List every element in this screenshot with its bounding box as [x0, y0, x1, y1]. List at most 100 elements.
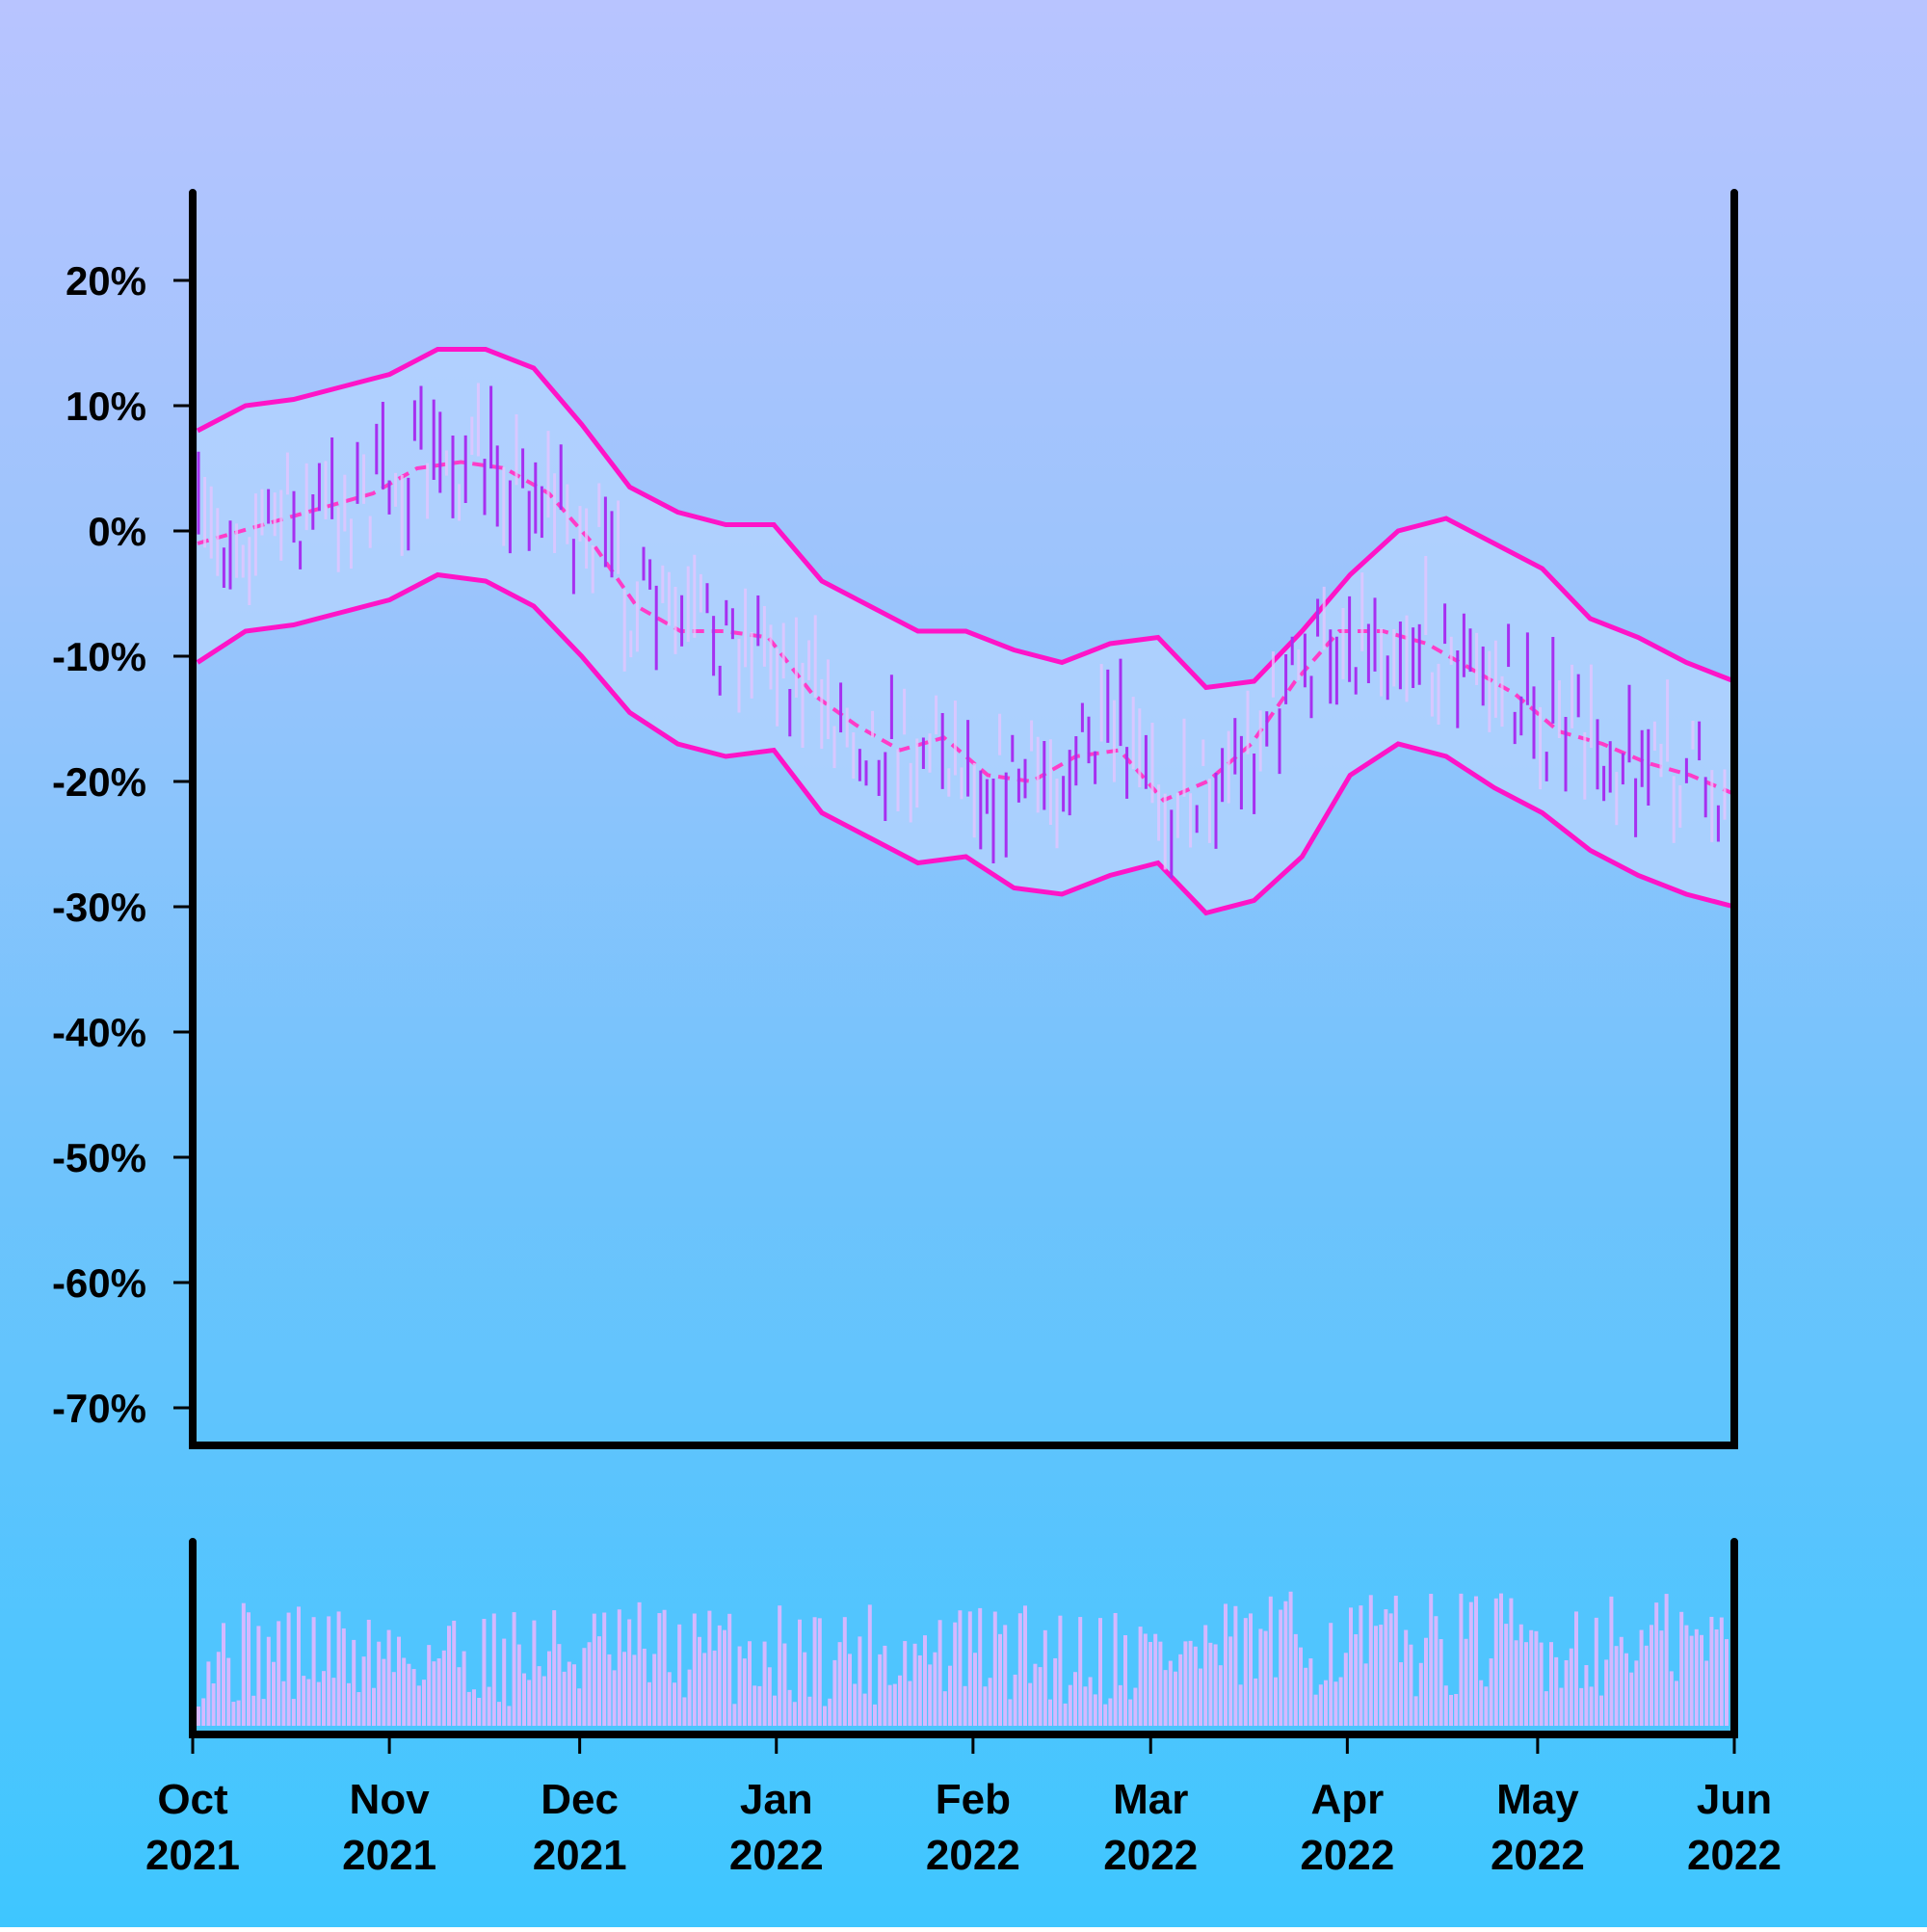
volume-bar: [652, 1654, 657, 1726]
volume-bar: [1619, 1636, 1623, 1726]
volume-bar: [1023, 1605, 1027, 1726]
volume-bar: [281, 1681, 286, 1726]
volume-bar: [1224, 1603, 1227, 1726]
volume-bar: [707, 1610, 712, 1726]
volume-bar: [848, 1654, 852, 1726]
volume-bar: [767, 1667, 772, 1726]
lower-band-line: [196, 571, 1735, 916]
x-tick-month: Apr: [1310, 1776, 1384, 1823]
volume-bar: [1343, 1653, 1348, 1726]
volume-bar: [211, 1683, 216, 1726]
volume-bar: [201, 1698, 206, 1726]
volume-bar: [391, 1672, 396, 1726]
volume-bar: [562, 1671, 567, 1726]
volume-bar: [757, 1685, 762, 1726]
volume-bar: [1659, 1630, 1664, 1726]
volume-bar: [1078, 1617, 1083, 1726]
y-tick-label: -60%: [52, 1260, 146, 1306]
volume-bar: [1594, 1617, 1598, 1726]
volume-bar: [522, 1673, 526, 1726]
volume-bar: [903, 1641, 908, 1726]
volume-bar: [432, 1661, 436, 1726]
volume-bar: [1549, 1642, 1553, 1726]
volume-bar: [491, 1613, 496, 1726]
volume-bar: [717, 1625, 722, 1726]
volume-bar: [1053, 1657, 1058, 1726]
volume-bar: [953, 1622, 958, 1726]
volume-bar: [1493, 1598, 1498, 1726]
volume-bar: [277, 1621, 281, 1726]
volume-bar: [1524, 1642, 1528, 1726]
volume-bar: [1629, 1672, 1634, 1726]
volume-bar: [1589, 1686, 1594, 1726]
upper-band-line: [196, 347, 1735, 691]
volume-bar: [712, 1650, 717, 1726]
y-tick-label: -30%: [52, 885, 146, 930]
volume-bar: [1003, 1625, 1008, 1726]
volume-bar: [1479, 1680, 1484, 1726]
volume-bar: [311, 1617, 316, 1726]
volume-bar: [878, 1654, 883, 1726]
volume-bar: [1017, 1613, 1022, 1726]
volume-bar: [967, 1611, 972, 1726]
volume-panel-frame: [189, 1538, 1738, 1738]
x-tick-month: Jan: [740, 1776, 813, 1823]
volume-bar: [1509, 1598, 1514, 1726]
volume-bar: [828, 1698, 832, 1726]
volume-bar: [222, 1623, 225, 1726]
volume-bar: [1539, 1642, 1544, 1726]
x-tick-year: 2022: [729, 1832, 824, 1879]
volume-bar: [487, 1686, 491, 1726]
volume-bar: [572, 1664, 576, 1726]
volume-bar: [823, 1706, 827, 1726]
volume-bar: [1464, 1638, 1468, 1726]
y-axis-ticks: 20% 10% 0% -10% -20% -30% -40% -50% -60% -70%: [52, 258, 189, 1431]
volume-bar: [216, 1652, 221, 1726]
x-tick-month: May: [1496, 1776, 1579, 1823]
volume-bar: [1468, 1601, 1473, 1726]
volume-bar: [286, 1612, 291, 1726]
volume-bar: [1599, 1695, 1603, 1726]
volume-bar: [1434, 1616, 1439, 1726]
volume-bar: [682, 1697, 687, 1726]
volume-bar: [1584, 1665, 1589, 1726]
volume-bar: [1504, 1624, 1509, 1726]
volume-bar: [327, 1616, 331, 1726]
volume-bar: [657, 1613, 662, 1726]
x-tick-month: Nov: [350, 1776, 431, 1823]
y-tick-label: 0%: [88, 509, 146, 554]
volume-bar: [912, 1643, 917, 1726]
volume-bar: [727, 1613, 732, 1726]
volume-bar: [607, 1654, 612, 1726]
y-tick-label: -50%: [52, 1135, 146, 1180]
volume-bar: [1518, 1624, 1523, 1726]
volume-bar: [602, 1612, 607, 1726]
volume-bar: [1148, 1641, 1152, 1726]
volume-bar: [1098, 1618, 1102, 1726]
volume-bar: [928, 1664, 933, 1726]
volume-bar: [1368, 1595, 1373, 1726]
volume-bar: [1288, 1591, 1293, 1726]
volume-bar: [1254, 1678, 1258, 1726]
volume-bar: [1544, 1691, 1548, 1726]
volume-bar: [1188, 1640, 1193, 1726]
volume-bar: [692, 1613, 697, 1726]
volume-bar: [1709, 1616, 1714, 1726]
volume-bar: [1008, 1699, 1013, 1726]
volume-bar: [998, 1633, 1002, 1726]
volume-bar: [1068, 1684, 1072, 1726]
volume-bar: [1208, 1642, 1213, 1726]
volume-bar: [436, 1658, 441, 1726]
volume-bar: [1133, 1687, 1138, 1726]
volume-bar: [1654, 1602, 1659, 1726]
volume-bar: [377, 1641, 382, 1726]
volume-bar: [1359, 1605, 1363, 1726]
volume-bar: [231, 1702, 236, 1726]
volume-bar: [567, 1661, 571, 1726]
volume-bar: [241, 1602, 246, 1726]
volume-bar: [1143, 1633, 1148, 1726]
volume-bar: [662, 1609, 667, 1726]
volume-bar: [1123, 1635, 1127, 1726]
